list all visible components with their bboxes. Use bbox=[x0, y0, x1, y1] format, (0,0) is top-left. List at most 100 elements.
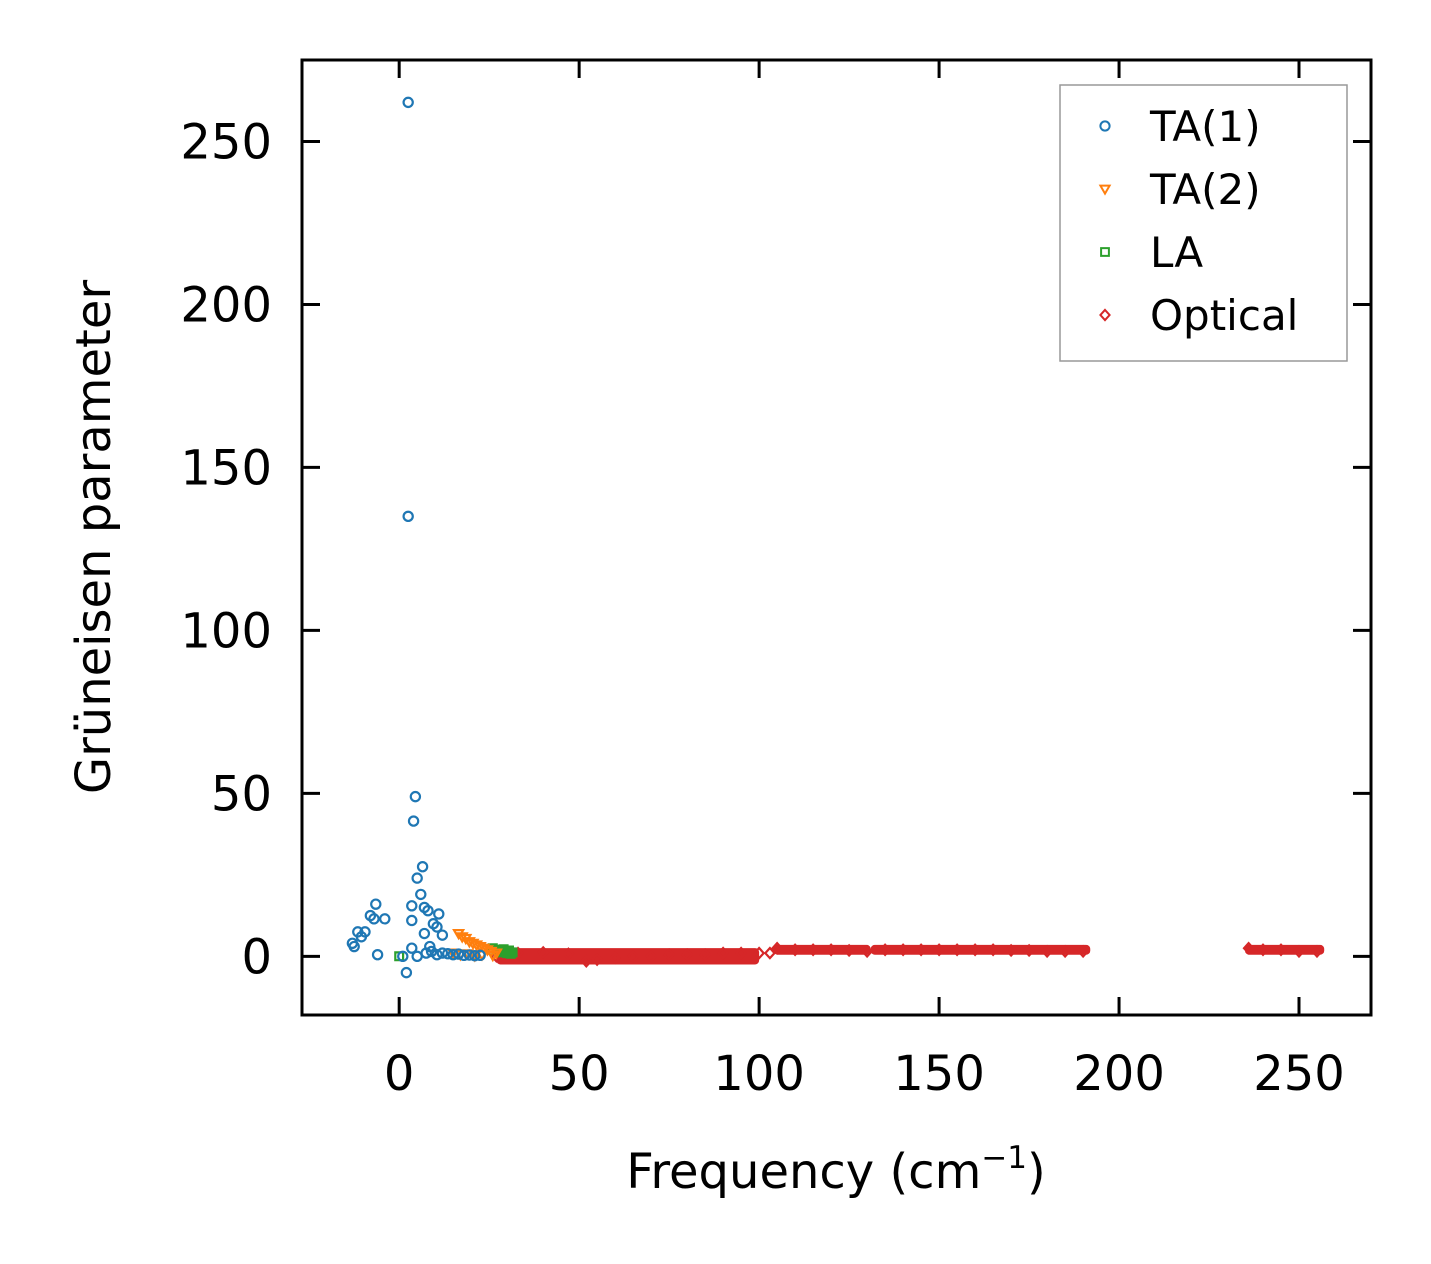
data-point-25 bbox=[348, 940, 360, 953]
data-point-3 bbox=[409, 790, 422, 803]
data-point-28 bbox=[969, 943, 982, 957]
data-point-29 bbox=[397, 950, 409, 963]
data-point-6 bbox=[411, 872, 423, 884]
legend-marker bbox=[1099, 120, 1111, 132]
data-point-7 bbox=[609, 951, 622, 965]
data-point-23 bbox=[436, 929, 449, 941]
legend-label: TA(1) bbox=[1149, 102, 1261, 151]
data-point-9 bbox=[504, 945, 515, 956]
data-point-18 bbox=[789, 943, 802, 957]
data-point-38 bbox=[458, 949, 470, 962]
data-point-16 bbox=[406, 914, 418, 927]
y-tick-label: 0 bbox=[241, 929, 272, 985]
y-axis-label: Grüneisen parameter bbox=[66, 280, 122, 795]
data-point-36 bbox=[1256, 943, 1270, 957]
data-point-37 bbox=[452, 948, 465, 960]
data-point-30 bbox=[411, 950, 423, 963]
data-point-40 bbox=[469, 949, 481, 962]
data-point-13 bbox=[717, 946, 730, 960]
x-tick-label: 250 bbox=[1253, 1046, 1345, 1102]
data-point-3 bbox=[537, 945, 550, 960]
axis-ticks: 0 50 100 150 200 250 0 50 100 150 200 250 bbox=[180, 60, 1371, 1102]
y-tick-label: 50 bbox=[211, 766, 272, 822]
y-tick-label: 100 bbox=[180, 603, 272, 659]
legend-label: TA(2) bbox=[1149, 165, 1261, 214]
y-tick-label: 250 bbox=[180, 114, 272, 170]
x-axis-label: Frequency (cm−1) bbox=[626, 1140, 1046, 1200]
data-point-35 bbox=[1242, 941, 1255, 955]
data-point-17 bbox=[489, 948, 503, 960]
data-point-26 bbox=[933, 943, 946, 957]
data-point-37 bbox=[1274, 943, 1288, 957]
series-optical bbox=[490, 941, 1325, 968]
data-point-11 bbox=[422, 904, 434, 917]
data-point-27 bbox=[951, 943, 964, 957]
data-point-6 bbox=[591, 952, 604, 967]
y-tick-label: 200 bbox=[180, 277, 272, 333]
data-point-39 bbox=[463, 949, 476, 961]
legend-box bbox=[1059, 84, 1348, 362]
data-point-11 bbox=[681, 947, 694, 962]
data-point-22 bbox=[418, 927, 431, 940]
data-point-4 bbox=[407, 815, 420, 827]
data-point-10 bbox=[505, 948, 516, 959]
legend-entry-4: Optical bbox=[1099, 291, 1298, 340]
data-point-30 bbox=[1005, 943, 1018, 958]
legend-marker bbox=[1098, 184, 1112, 196]
data-point-1 bbox=[402, 96, 414, 109]
data-point-10 bbox=[663, 947, 676, 962]
x-axis-label-end: ) bbox=[1027, 1144, 1046, 1200]
data-point-15 bbox=[753, 946, 766, 960]
data-point-7 bbox=[415, 888, 427, 901]
legend-label: LA bbox=[1150, 228, 1203, 277]
data-point-9 bbox=[645, 949, 658, 964]
data-point-15 bbox=[379, 913, 391, 925]
data-point-36 bbox=[447, 949, 459, 961]
data-point-42 bbox=[400, 966, 413, 979]
legend-entry-2: TA(2) bbox=[1098, 165, 1261, 214]
data-point-33 bbox=[1059, 944, 1072, 959]
legend-entry-1: TA(1) bbox=[1099, 102, 1261, 151]
x-tick-label: 150 bbox=[893, 1046, 985, 1102]
data-point-26 bbox=[406, 942, 418, 954]
data-point-4 bbox=[562, 947, 575, 961]
data-point-21 bbox=[355, 931, 368, 943]
data-point-12 bbox=[433, 908, 445, 920]
plot-area bbox=[346, 96, 1325, 979]
data-point-34 bbox=[436, 947, 449, 959]
series-ta-1 bbox=[346, 96, 486, 979]
x-tick-label: 200 bbox=[1073, 1046, 1165, 1102]
x-tick-label: 50 bbox=[549, 1046, 610, 1102]
data-point-14 bbox=[735, 946, 748, 960]
data-point-22 bbox=[861, 944, 874, 959]
x-axis-label-superscript: −1 bbox=[981, 1140, 1027, 1176]
data-point-18 bbox=[431, 921, 443, 933]
data-point-41 bbox=[474, 949, 486, 962]
data-point-39 bbox=[1310, 944, 1324, 959]
data-point-19 bbox=[807, 943, 820, 957]
legend-marker bbox=[1100, 247, 1110, 257]
data-point-5 bbox=[580, 954, 593, 968]
plot-frame bbox=[300, 58, 1373, 1017]
legend-marker bbox=[1099, 308, 1111, 322]
data-point-28 bbox=[371, 949, 384, 961]
data-point-32 bbox=[1041, 944, 1054, 959]
data-point-17 bbox=[771, 941, 784, 955]
legend-entry-3: LA bbox=[1100, 228, 1203, 277]
legend-label: Optical bbox=[1150, 291, 1298, 340]
data-point-29 bbox=[987, 943, 1000, 957]
data-point-16 bbox=[763, 946, 776, 960]
data-point-38 bbox=[1292, 944, 1306, 959]
data-point-5 bbox=[416, 860, 429, 873]
x-tick-label: 0 bbox=[384, 1046, 415, 1102]
data-point-23 bbox=[879, 943, 892, 957]
optical-band-2 bbox=[773, 944, 871, 955]
data-point-33 bbox=[431, 949, 443, 961]
data-point-11 bbox=[507, 947, 518, 958]
data-point-9 bbox=[406, 900, 418, 912]
data-point-12 bbox=[699, 947, 712, 962]
legend: TA(1) TA(2) LA Optical bbox=[1059, 84, 1348, 362]
data-point-31 bbox=[1023, 943, 1036, 958]
data-point-8 bbox=[370, 898, 382, 910]
